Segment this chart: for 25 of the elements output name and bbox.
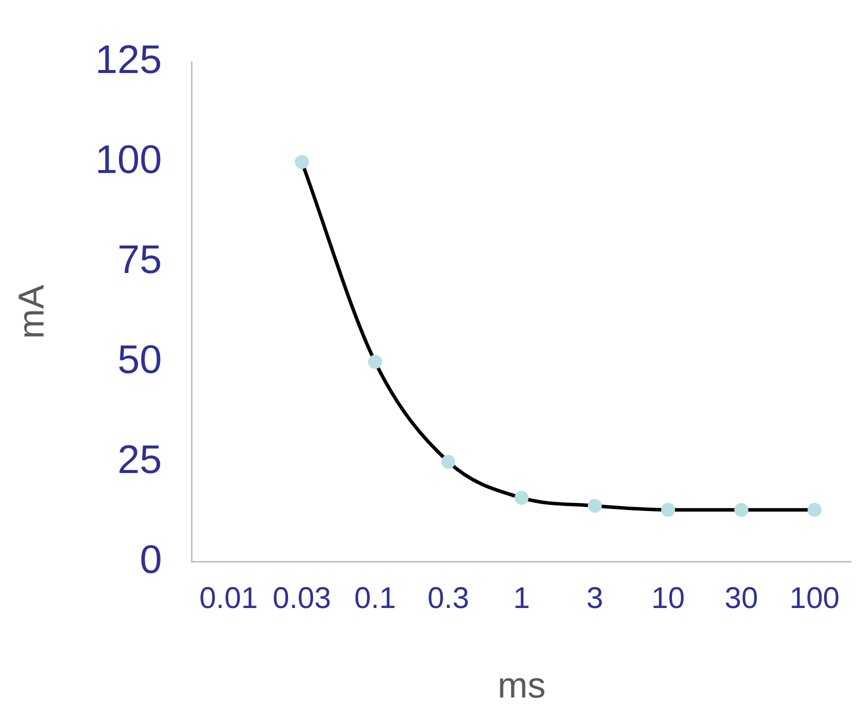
y-tick-label: 0 [140, 538, 162, 582]
y-tick-label: 125 [95, 38, 162, 82]
y-tick-label: 50 [117, 338, 162, 382]
point [514, 490, 529, 505]
x-tick-label: 30 [724, 582, 758, 616]
point [588, 498, 602, 513]
y-tick-label: 100 [95, 138, 162, 182]
point [808, 502, 822, 517]
y-axis-title: mA [10, 284, 52, 339]
x-tick-label: 3 [586, 582, 604, 616]
x-tick-label: 10 [651, 582, 685, 616]
y-tick-label: 75 [117, 238, 162, 282]
x-tick-label: 1 [513, 582, 530, 616]
x-axis-title: ms [498, 664, 546, 706]
x-tick-label: 0.03 [272, 582, 332, 616]
x-tick-label: 0.1 [354, 582, 396, 616]
point [368, 354, 382, 369]
x-tick-label: 0.3 [427, 582, 470, 616]
x-tick-label: 0.01 [199, 582, 258, 616]
point [294, 154, 309, 169]
point [441, 454, 456, 469]
x-tick-label: 100 [790, 582, 840, 616]
point [661, 502, 676, 517]
point [734, 502, 748, 517]
y-tick-label: 25 [117, 438, 162, 482]
